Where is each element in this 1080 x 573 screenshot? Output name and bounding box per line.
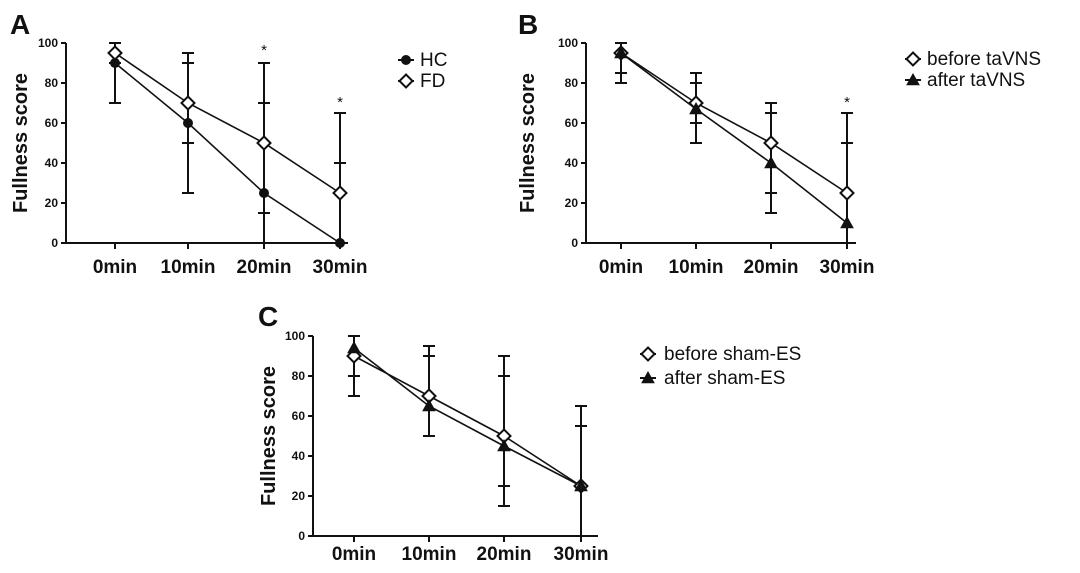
- panel-b: B 0 20 40 60 80 100 0min 10min 20min 30min Fullness…: [517, 9, 1041, 278]
- series-2: [109, 42, 346, 243]
- y-tick-label: 0: [298, 529, 305, 543]
- y-tick-label: 100: [558, 36, 578, 50]
- y-tick-label: 0: [571, 236, 578, 250]
- y-tick-label: 40: [292, 449, 306, 463]
- legend-label: FD: [420, 71, 445, 92]
- legend-label: before sham-ES: [664, 344, 801, 365]
- series-line: [114, 62, 341, 244]
- series-line: [620, 52, 848, 194]
- series-1: [615, 42, 853, 243]
- legend-marker: [401, 55, 411, 65]
- x-tick-label: 30min: [554, 544, 609, 565]
- x-tick-label: 20min: [744, 257, 799, 278]
- x-tick-label: 30min: [820, 257, 875, 278]
- legend-label: before taVNS: [927, 49, 1041, 70]
- x-tick-label: 10min: [402, 544, 457, 565]
- significance-marker: *: [337, 94, 343, 111]
- x-tick-label: 0min: [332, 544, 376, 565]
- series-2: [348, 335, 587, 536]
- panel-a: A 0 20 40 60 80 100 0min 10min 20min 30min Fullness…: [10, 9, 447, 278]
- y-tick-label: 60: [565, 116, 579, 130]
- legend: before sham-ES after sham-ES: [640, 344, 801, 389]
- legend-marker: [398, 73, 414, 89]
- data-point: [422, 398, 436, 412]
- y-tick-label: 80: [45, 76, 59, 90]
- legend-label: HC: [420, 50, 447, 71]
- legend-label: after sham-ES: [664, 368, 785, 389]
- data-point: [763, 135, 779, 151]
- x-tick-label: 0min: [599, 257, 643, 278]
- series-1: [348, 335, 587, 536]
- data-point: [107, 45, 123, 61]
- data-point: [689, 101, 703, 115]
- data-point: [256, 135, 272, 151]
- x-tick-label: 20min: [237, 257, 292, 278]
- y-tick-label: 40: [565, 156, 579, 170]
- y-tick-label: 80: [292, 369, 306, 383]
- y-tick-label: 20: [45, 196, 59, 210]
- significance-marker: *: [261, 42, 267, 59]
- series-2-markers: [107, 45, 348, 201]
- data-point: [839, 185, 855, 201]
- legend-marker: [640, 346, 656, 362]
- data-point: [347, 340, 361, 354]
- y-tick-label: 0: [51, 236, 58, 250]
- data-point: [259, 188, 269, 198]
- significance-marker: *: [844, 94, 850, 111]
- legend-marker: [641, 370, 655, 384]
- legend-label: after taVNS: [927, 70, 1025, 91]
- data-point: [764, 155, 778, 169]
- x-tick-label: 20min: [477, 544, 532, 565]
- legend-marker: [906, 72, 920, 86]
- y-tick-label: 80: [565, 76, 579, 90]
- data-point: [335, 238, 345, 248]
- data-point: [840, 215, 854, 229]
- x-tick-label: 10min: [669, 257, 724, 278]
- panel-letter: A: [10, 9, 30, 40]
- panel-c: C 0 20 40 60 80 100 0min 10min 20min 30min Fullness…: [258, 301, 801, 565]
- y-axis-title: Fullness score: [258, 366, 280, 506]
- series-1: [109, 52, 346, 244]
- y-tick-label: 40: [45, 156, 59, 170]
- data-point: [332, 185, 348, 201]
- series-2-markers: [614, 45, 854, 229]
- data-point: [614, 45, 628, 59]
- series-line: [353, 347, 582, 487]
- y-axis-title: Fullness score: [10, 73, 32, 213]
- y-tick-label: 100: [38, 36, 58, 50]
- y-tick-label: 60: [45, 116, 59, 130]
- series-1-markers: [110, 58, 345, 248]
- series-line: [620, 52, 848, 224]
- x-tick-label: 0min: [93, 257, 137, 278]
- y-tick-label: 100: [285, 329, 305, 343]
- data-point: [574, 478, 588, 492]
- panel-letter: C: [258, 301, 278, 332]
- series-line: [114, 52, 341, 194]
- series-2-markers: [347, 340, 588, 492]
- series-line: [353, 355, 582, 487]
- y-axis-title: Fullness score: [517, 73, 539, 213]
- x-tick-label: 10min: [161, 257, 216, 278]
- legend-marker: [905, 51, 921, 67]
- y-tick-label: 20: [565, 196, 579, 210]
- y-tick-label: 60: [292, 409, 306, 423]
- panel-letter: B: [518, 9, 538, 40]
- data-point: [497, 438, 511, 452]
- y-tick-label: 20: [292, 489, 306, 503]
- x-tick-label: 30min: [313, 257, 368, 278]
- data-point: [180, 95, 196, 111]
- data-point: [183, 118, 193, 128]
